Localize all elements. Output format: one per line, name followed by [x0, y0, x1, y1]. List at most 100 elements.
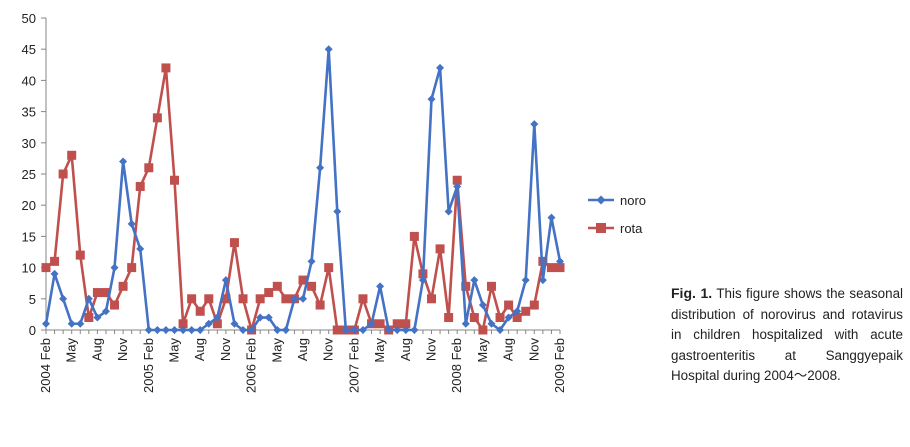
data-point-rota	[461, 281, 471, 291]
data-point-noro	[136, 244, 145, 253]
data-point-noro	[247, 326, 256, 334]
x-tick-label: 2007 Feb	[346, 338, 361, 393]
data-point-noro	[161, 326, 170, 334]
data-point-noro	[153, 326, 162, 334]
data-point-noro	[84, 294, 93, 303]
data-point-noro	[376, 282, 385, 291]
data-point-rota	[110, 300, 120, 310]
data-point-rota	[152, 113, 162, 123]
legend-label-rota: rota	[620, 221, 643, 236]
data-point-rota	[529, 300, 539, 310]
caption-text: This figure shows the seasonal distribut…	[671, 286, 903, 384]
data-point-noro	[384, 326, 393, 334]
data-point-noro	[93, 313, 102, 322]
x-tick-label: Nov	[526, 338, 541, 362]
data-point-rota	[84, 313, 94, 323]
data-point-noro	[187, 326, 196, 334]
data-point-rota	[75, 250, 85, 260]
data-point-rota	[58, 169, 68, 179]
y-tick-label: 50	[22, 11, 36, 26]
data-point-rota	[272, 281, 282, 291]
x-tick-label: May	[475, 338, 490, 363]
data-point-noro	[333, 207, 342, 216]
data-point-noro	[239, 326, 248, 334]
data-point-rota	[281, 294, 291, 304]
data-point-rota	[127, 263, 137, 273]
x-tick-label: Nov	[218, 338, 233, 362]
data-point-noro	[427, 95, 436, 104]
data-point-rota	[92, 288, 102, 298]
x-tick-label: Aug	[295, 338, 310, 361]
data-point-noro	[478, 301, 487, 310]
y-tick-label: 25	[22, 167, 36, 182]
data-point-noro	[264, 313, 273, 322]
data-point-rota	[101, 288, 111, 298]
data-point-rota	[118, 281, 128, 291]
data-point-noro	[393, 326, 402, 334]
data-point-rota	[135, 181, 145, 191]
legend-label-noro: noro	[620, 193, 646, 208]
data-point-noro	[401, 326, 410, 334]
legend-marker-noro	[596, 195, 606, 205]
x-tick-label: Aug	[501, 338, 516, 361]
data-point-rota	[512, 313, 522, 323]
data-point-rota	[358, 294, 368, 304]
x-tick-label: Nov	[424, 338, 439, 362]
data-point-noro	[324, 45, 333, 54]
data-point-rota	[332, 325, 342, 335]
data-point-noro	[444, 207, 453, 216]
data-point-noro	[204, 319, 213, 328]
data-point-noro	[59, 294, 68, 303]
x-tick-label: May	[64, 338, 79, 363]
legend-marker-rota	[596, 223, 606, 233]
data-point-rota	[401, 319, 411, 329]
data-point-rota	[187, 294, 197, 304]
figure-caption: Fig. 1. This figure shows the seasonal d…	[671, 283, 903, 387]
legend: noro rota	[588, 193, 646, 236]
data-point-rota	[521, 306, 531, 316]
x-tick-label: Aug	[398, 338, 413, 361]
x-tick-label: May	[372, 338, 387, 363]
data-point-rota	[204, 294, 214, 304]
y-tick-label: 20	[22, 198, 36, 213]
x-tick-label: Nov	[115, 338, 130, 362]
y-tick-label: 0	[29, 323, 36, 338]
data-point-noro	[316, 163, 325, 172]
y-tick-label: 35	[22, 105, 36, 120]
data-point-rota	[298, 275, 308, 285]
data-point-noro	[170, 326, 179, 334]
data-point-noro	[367, 319, 376, 328]
data-point-noro	[521, 276, 530, 285]
data-point-noro	[144, 326, 153, 334]
data-point-noro	[179, 326, 188, 334]
x-tick-label: May	[269, 338, 284, 363]
data-point-noro	[350, 326, 359, 334]
series-layer	[41, 45, 565, 335]
data-point-rota	[307, 281, 317, 291]
data-point-noro	[341, 326, 350, 334]
data-point-rota	[375, 319, 385, 329]
x-tick-label: 2004 Feb	[38, 338, 53, 393]
data-point-rota	[324, 263, 334, 273]
data-point-noro	[547, 213, 556, 222]
y-tick-label: 10	[22, 261, 36, 276]
data-point-noro	[299, 294, 307, 303]
y-tick-label: 30	[22, 136, 36, 151]
data-point-rota	[546, 263, 556, 273]
data-point-rota	[41, 263, 51, 273]
data-point-noro	[50, 269, 59, 278]
data-point-rota	[255, 294, 265, 304]
y-tick-label: 5	[29, 292, 36, 307]
y-tick-label: 15	[22, 229, 36, 244]
data-point-rota	[229, 238, 239, 248]
data-point-noro	[418, 276, 427, 285]
data-point-noro	[67, 319, 76, 328]
data-point-noro	[410, 326, 419, 334]
data-point-noro	[487, 319, 496, 328]
data-point-noro	[221, 276, 230, 285]
data-point-noro	[461, 319, 470, 328]
data-point-noro	[213, 313, 222, 322]
data-point-rota	[486, 281, 496, 291]
data-point-noro	[273, 326, 282, 334]
data-point-rota	[469, 313, 479, 323]
